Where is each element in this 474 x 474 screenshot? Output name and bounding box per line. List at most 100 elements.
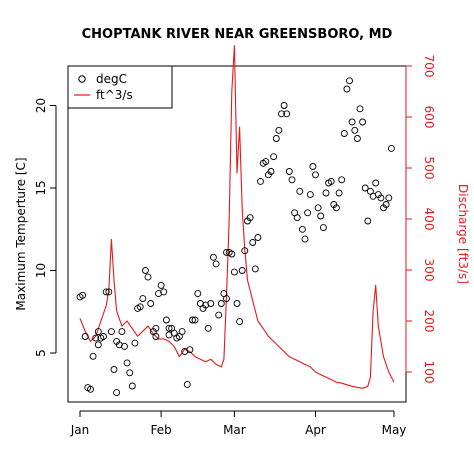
temperature-point [87, 385, 94, 393]
temperature-point [338, 176, 346, 184]
temperature-point [144, 273, 152, 281]
legend: degC ft^3/s [67, 65, 173, 109]
y-right-tick-label: 400 [422, 208, 436, 231]
temperature-point [372, 179, 380, 187]
temperature-point [332, 204, 340, 212]
temperature-point [309, 163, 317, 170]
temperature-point [160, 288, 168, 296]
temperature-point [314, 204, 322, 212]
temperature-point [233, 300, 241, 307]
x-tick-label: May [382, 423, 407, 437]
temperature-point [223, 295, 230, 303]
temperature-point [186, 346, 194, 354]
temperature-point [141, 267, 149, 274]
temperature-point [275, 126, 283, 134]
x-tick-label: Jan [70, 423, 90, 437]
temperature-point [126, 369, 134, 377]
temperature-point [385, 194, 393, 202]
temperature-point [327, 177, 335, 185]
y-axis-left: 5 10 15 20 [34, 98, 57, 357]
temperature-point [194, 290, 202, 298]
temperature-point [139, 295, 147, 303]
y-left-tick-label: 20 [34, 98, 48, 113]
y-axis-right: 100 200 300 400 500 600 700 [405, 55, 436, 384]
temperature-point [283, 110, 291, 118]
temperature-point [212, 260, 220, 268]
temperature-point [94, 328, 102, 336]
temperature-point [183, 380, 191, 388]
temperature-point [178, 328, 186, 336]
temperature-point [131, 339, 139, 347]
temperature-point [118, 328, 126, 336]
temperature-point [191, 316, 199, 324]
temperature-point [267, 168, 275, 175]
temperature-point [270, 153, 278, 161]
temperature-point [215, 311, 223, 319]
temperature-point [110, 366, 118, 373]
temperature-point [382, 201, 390, 208]
discharge-series [79, 45, 395, 389]
y-right-tick-label: 700 [422, 55, 436, 78]
temperature-point [257, 177, 264, 185]
temperature-point [351, 126, 359, 134]
temperature-point [293, 214, 301, 222]
temperature-point [89, 352, 97, 360]
temperature-point [322, 189, 330, 197]
temperature-point [301, 235, 309, 243]
temperature-point [105, 288, 113, 296]
temperature-point [335, 189, 343, 197]
temperature-point [136, 303, 144, 311]
temperature-point [356, 105, 364, 113]
discharge-line [79, 45, 395, 389]
x-tick-label: Feb [150, 423, 171, 437]
temperature-point [209, 253, 217, 261]
temperature-point [387, 144, 395, 152]
temperature-point [241, 247, 249, 255]
temperature-point [238, 267, 246, 274]
temperature-point [353, 135, 361, 142]
temperature-point [217, 300, 225, 307]
y-left-tick-label: 15 [34, 180, 48, 195]
temperature-point [285, 168, 293, 175]
y-axis-right-label: Discharge [ft3/s] [456, 184, 470, 284]
temperature-point [236, 318, 244, 326]
plot-area [67, 45, 407, 403]
temperature-point [278, 110, 285, 118]
y-right-tick-label: 300 [422, 259, 436, 282]
temperature-point [123, 359, 131, 367]
temperature-point [189, 316, 196, 324]
temperature-point [81, 333, 89, 340]
temperature-point [298, 225, 306, 233]
y-right-tick-label: 200 [422, 310, 436, 333]
y-axis-left-label: Maximum Temperture [C] [14, 157, 28, 310]
temperature-series [76, 77, 395, 397]
legend-degc-symbol [78, 75, 86, 83]
temperature-point [207, 300, 215, 307]
temperature-point [254, 234, 262, 241]
y-left-tick-label: 10 [34, 263, 48, 278]
temperature-point [246, 214, 254, 222]
temperature-point [343, 85, 351, 93]
y-right-tick-label: 100 [422, 361, 436, 384]
temperature-point [107, 328, 115, 336]
temperature-point [319, 224, 327, 232]
temperature-point [102, 288, 110, 296]
x-axis: Jan Feb Mar Apr May [70, 410, 407, 437]
x-tick-label: Apr [305, 423, 326, 437]
y-left-tick-label: 5 [34, 349, 48, 357]
temperature-point [304, 209, 312, 217]
temperature-point [306, 191, 314, 199]
temperature-point [230, 268, 238, 276]
plot-frame [67, 65, 407, 403]
legend-degc-label: degC [96, 72, 127, 86]
temperature-point [317, 212, 325, 220]
temperature-point [262, 158, 270, 166]
legend-box [67, 65, 173, 109]
temperature-point [272, 135, 280, 142]
temperature-point [204, 324, 212, 332]
y-right-tick-label: 600 [422, 106, 436, 129]
temperature-point [364, 217, 372, 225]
temperature-point [113, 389, 121, 397]
temperature-point [128, 382, 136, 390]
